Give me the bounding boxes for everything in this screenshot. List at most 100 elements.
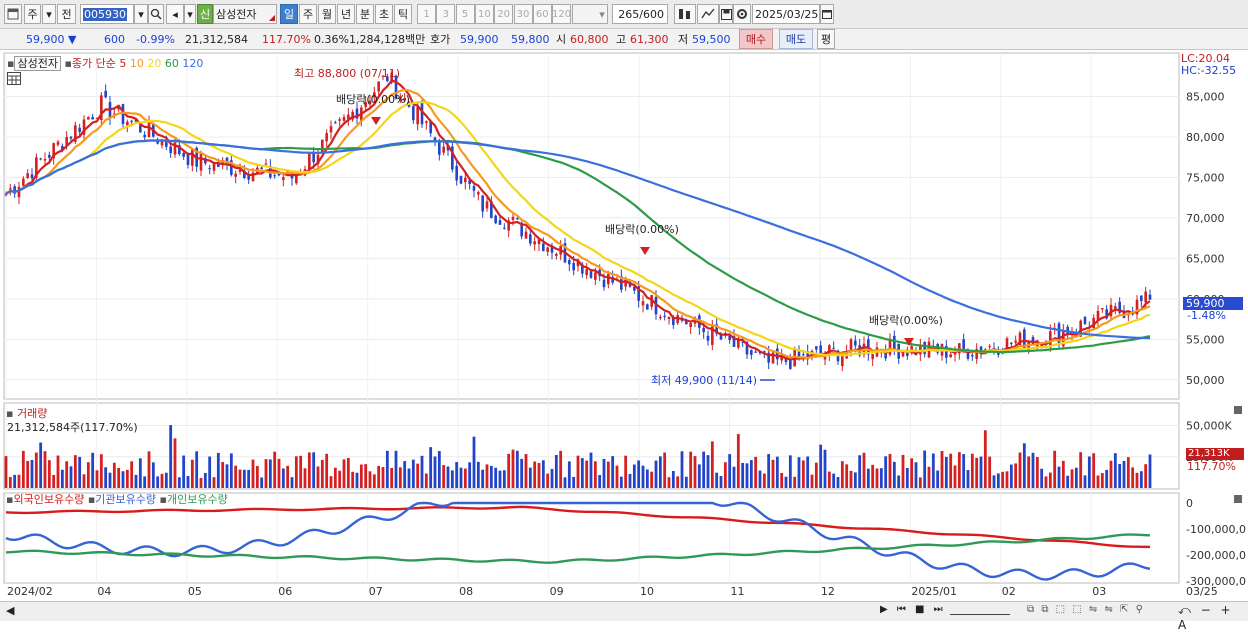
save-icon[interactable]	[719, 4, 733, 24]
candle-body	[906, 350, 909, 356]
holdings-legend-item[interactable]: 개인보유수량	[166, 493, 228, 506]
candle-body	[373, 92, 376, 98]
date-input[interactable]: 2025/03/25	[752, 4, 820, 24]
holdings-legend-item[interactable]: 기관보유수량	[95, 493, 160, 506]
count-input[interactable]: 265/600	[612, 4, 668, 24]
volume-bar	[671, 471, 675, 488]
market-selector[interactable]: 주	[24, 4, 41, 24]
legend-ma-5[interactable]: 5	[119, 57, 127, 70]
price-pane[interactable]	[3, 52, 1180, 400]
candle-body	[433, 137, 437, 142]
legend-stock[interactable]: 삼성전자	[14, 56, 61, 71]
legend-ma-60[interactable]: 60	[161, 57, 179, 70]
market-dropdown-icon[interactable]: ▾	[42, 4, 56, 24]
average-button[interactable]: 평	[817, 29, 835, 49]
volume-bar	[723, 462, 727, 488]
volume-bar	[56, 455, 60, 488]
candle-body	[524, 231, 528, 239]
candle-body	[130, 120, 133, 122]
period-tab-5[interactable]: 초	[375, 4, 393, 24]
sell-button[interactable]: 매도	[779, 29, 813, 49]
candle-body	[988, 346, 991, 348]
code-input[interactable]: 005930	[80, 4, 134, 24]
period-tab-6[interactable]: 틱	[394, 4, 412, 24]
interval-button-1[interactable]: 1	[417, 4, 436, 24]
x-axis-label: 2024/02	[7, 585, 53, 598]
volume-bar	[338, 470, 342, 488]
volume-bar	[585, 460, 589, 488]
legend-ma-20[interactable]: 20	[143, 57, 162, 70]
playback-controls[interactable]: ▶ ⏮ ■ ⏭	[880, 604, 946, 615]
zoom-controls[interactable]: ⤺ − + A	[1178, 603, 1234, 632]
period-tab-1[interactable]: 주	[299, 4, 317, 24]
candle-body	[126, 121, 129, 126]
volume-bar	[377, 465, 381, 488]
volume-bar	[411, 459, 415, 488]
sound-icon[interactable]: ◂	[166, 4, 184, 24]
legend-ma-prefix[interactable]: 종가 단순	[71, 57, 116, 70]
crosshair-icon[interactable]	[674, 4, 696, 24]
candle-body	[104, 90, 107, 98]
holdings-pane[interactable]	[3, 492, 1180, 584]
period-tab-3[interactable]: 년	[337, 4, 355, 24]
price-y-tick: 70,000	[1186, 212, 1225, 225]
candle-body	[13, 186, 16, 194]
legend-ma-120[interactable]: 120	[178, 57, 204, 70]
candle-body	[4, 193, 8, 196]
stock-chart-svg[interactable]: 85,00080,00075,00070,00065,00060,00055,0…	[0, 51, 1248, 601]
buy-button[interactable]: 매수	[739, 29, 773, 49]
chart-tools-icon[interactable]	[697, 4, 719, 24]
candle-body	[784, 357, 788, 362]
candle-body	[654, 297, 658, 315]
scroll-left-icon[interactable]: ◀	[6, 604, 15, 617]
chart-area[interactable]: 85,00080,00075,00070,00065,00060,00055,0…	[0, 51, 1248, 601]
holdings-pane-close-icon[interactable]	[1234, 495, 1242, 503]
candle-body	[212, 162, 216, 171]
volume-bar	[433, 456, 437, 488]
interval-button-5[interactable]: 5	[455, 4, 475, 24]
volume-bar	[702, 451, 706, 488]
code-dropdown-icon[interactable]: ▾	[134, 4, 148, 24]
volume-bar	[442, 465, 446, 488]
period-type-button[interactable]: 전	[57, 4, 76, 24]
zoom-slider[interactable]	[950, 609, 1010, 615]
candle-body	[321, 139, 324, 153]
search-icon[interactable]	[148, 4, 164, 24]
volume-bar	[372, 474, 376, 488]
volume-bar	[65, 461, 69, 488]
sound-dropdown-icon[interactable]: ▾	[184, 4, 196, 24]
interval-dropdown[interactable]: ▾	[572, 4, 608, 24]
candle-body	[771, 352, 775, 364]
volume-bar	[507, 453, 511, 488]
volume-tag: 21,313K	[1186, 448, 1244, 460]
period-tab-0[interactable]: 일	[280, 4, 298, 24]
bottom-scrollbar[interactable]: ◀ ▶ ⏮ ■ ⏭ ⧉ ⧉ ⬚ ⬚ ⇋ ⇋ ⇱ ⚲ ⤺ − + A	[0, 601, 1248, 632]
legend-ma-10[interactable]: 10	[126, 57, 144, 70]
volume-bar	[130, 461, 134, 488]
period-tab-4[interactable]: 분	[356, 4, 374, 24]
calendar-icon[interactable]	[820, 4, 834, 24]
candle-body	[48, 154, 51, 158]
interval-button-10[interactable]: 10	[474, 4, 494, 24]
volume-bar	[949, 453, 953, 488]
window-icon[interactable]	[4, 4, 22, 24]
volume-pane-close-icon[interactable]	[1234, 406, 1242, 414]
period-tab-2[interactable]: 월	[318, 4, 336, 24]
volume-bar	[4, 456, 8, 488]
hc-label: HC:-32.55	[1181, 64, 1237, 77]
volume-title-text[interactable]: 거래량	[16, 407, 48, 420]
interval-button-20[interactable]: 20	[494, 4, 514, 24]
settings-icon[interactable]	[733, 4, 751, 24]
volume-bar	[494, 467, 498, 488]
lc-label: LC:20.04	[1181, 52, 1231, 65]
volume-bar	[264, 459, 268, 488]
holdings-legend-item[interactable]: 외국인보유수량	[13, 493, 88, 506]
candle-body	[641, 301, 645, 306]
candle-body	[308, 153, 311, 170]
table-icon[interactable]	[7, 72, 21, 88]
interval-button-30[interactable]: 30	[513, 4, 533, 24]
interval-button-120[interactable]: 120	[552, 4, 571, 24]
interval-button-60[interactable]: 60	[532, 4, 552, 24]
drawing-tools-icons[interactable]: ⧉ ⧉ ⬚ ⬚ ⇋ ⇋ ⇱ ⚲	[1027, 604, 1145, 615]
interval-button-3[interactable]: 3	[436, 4, 456, 24]
